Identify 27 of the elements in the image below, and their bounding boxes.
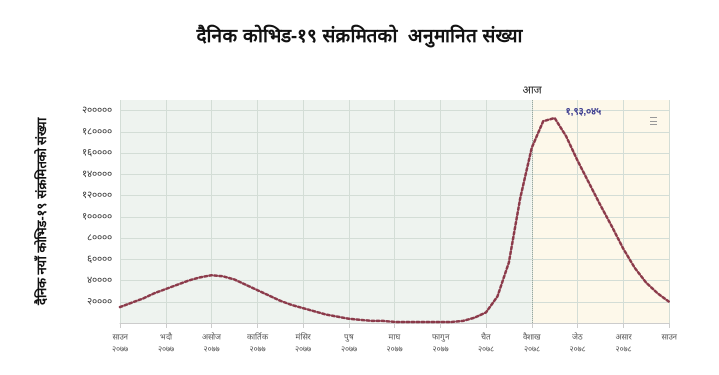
data-label: १,९३,०४५	[566, 106, 602, 118]
x-tick-label: भदौ २०७७	[158, 332, 174, 354]
x-tick-label: पुष २०७७	[340, 332, 357, 354]
ref-line-label: आज	[522, 84, 542, 96]
x-tick-label: कार्तिक २०७७	[246, 332, 269, 354]
y-tick-label: २०००००	[82, 105, 112, 116]
y-tick-label: १४००००	[82, 168, 112, 180]
x-tick-label: फागुन २०७७	[432, 332, 450, 354]
x-tick-label: चैत २०७८	[478, 332, 494, 354]
y-tick-label: ४००००	[87, 275, 112, 286]
y-tick-label: ८००००	[87, 232, 112, 244]
y-tick-label: १८००००	[82, 126, 112, 138]
y-tick-label: १२००००	[82, 190, 112, 202]
x-tick-label: जेठ २०७८	[570, 332, 586, 354]
y-tick-label: ६००००	[87, 254, 112, 265]
chart-title: दैनिक कोभिड-१९ संक्रमितको अनुमानित संख्या	[196, 24, 524, 48]
y-axis-title: दैनिक नयाँ कोभिड-१९ संक्रमितको संख्या	[34, 117, 49, 306]
x-tick-label: असार २०७८	[615, 332, 632, 354]
y-tick-label: १०००००	[82, 211, 112, 222]
y-tick-label: २००००	[87, 296, 112, 308]
x-tick-label: मंसिर २०७७	[295, 332, 312, 354]
x-tick-label: साउन	[662, 332, 678, 342]
y-tick-label: १६००००	[82, 148, 112, 159]
x-tick-label: वैशाख २०७८	[522, 332, 541, 354]
x-tick-label: माघ २०७७	[386, 332, 402, 354]
x-tick-label: साउन २०७७	[112, 332, 128, 354]
x-tick-label: असोज २०७७	[202, 332, 222, 354]
